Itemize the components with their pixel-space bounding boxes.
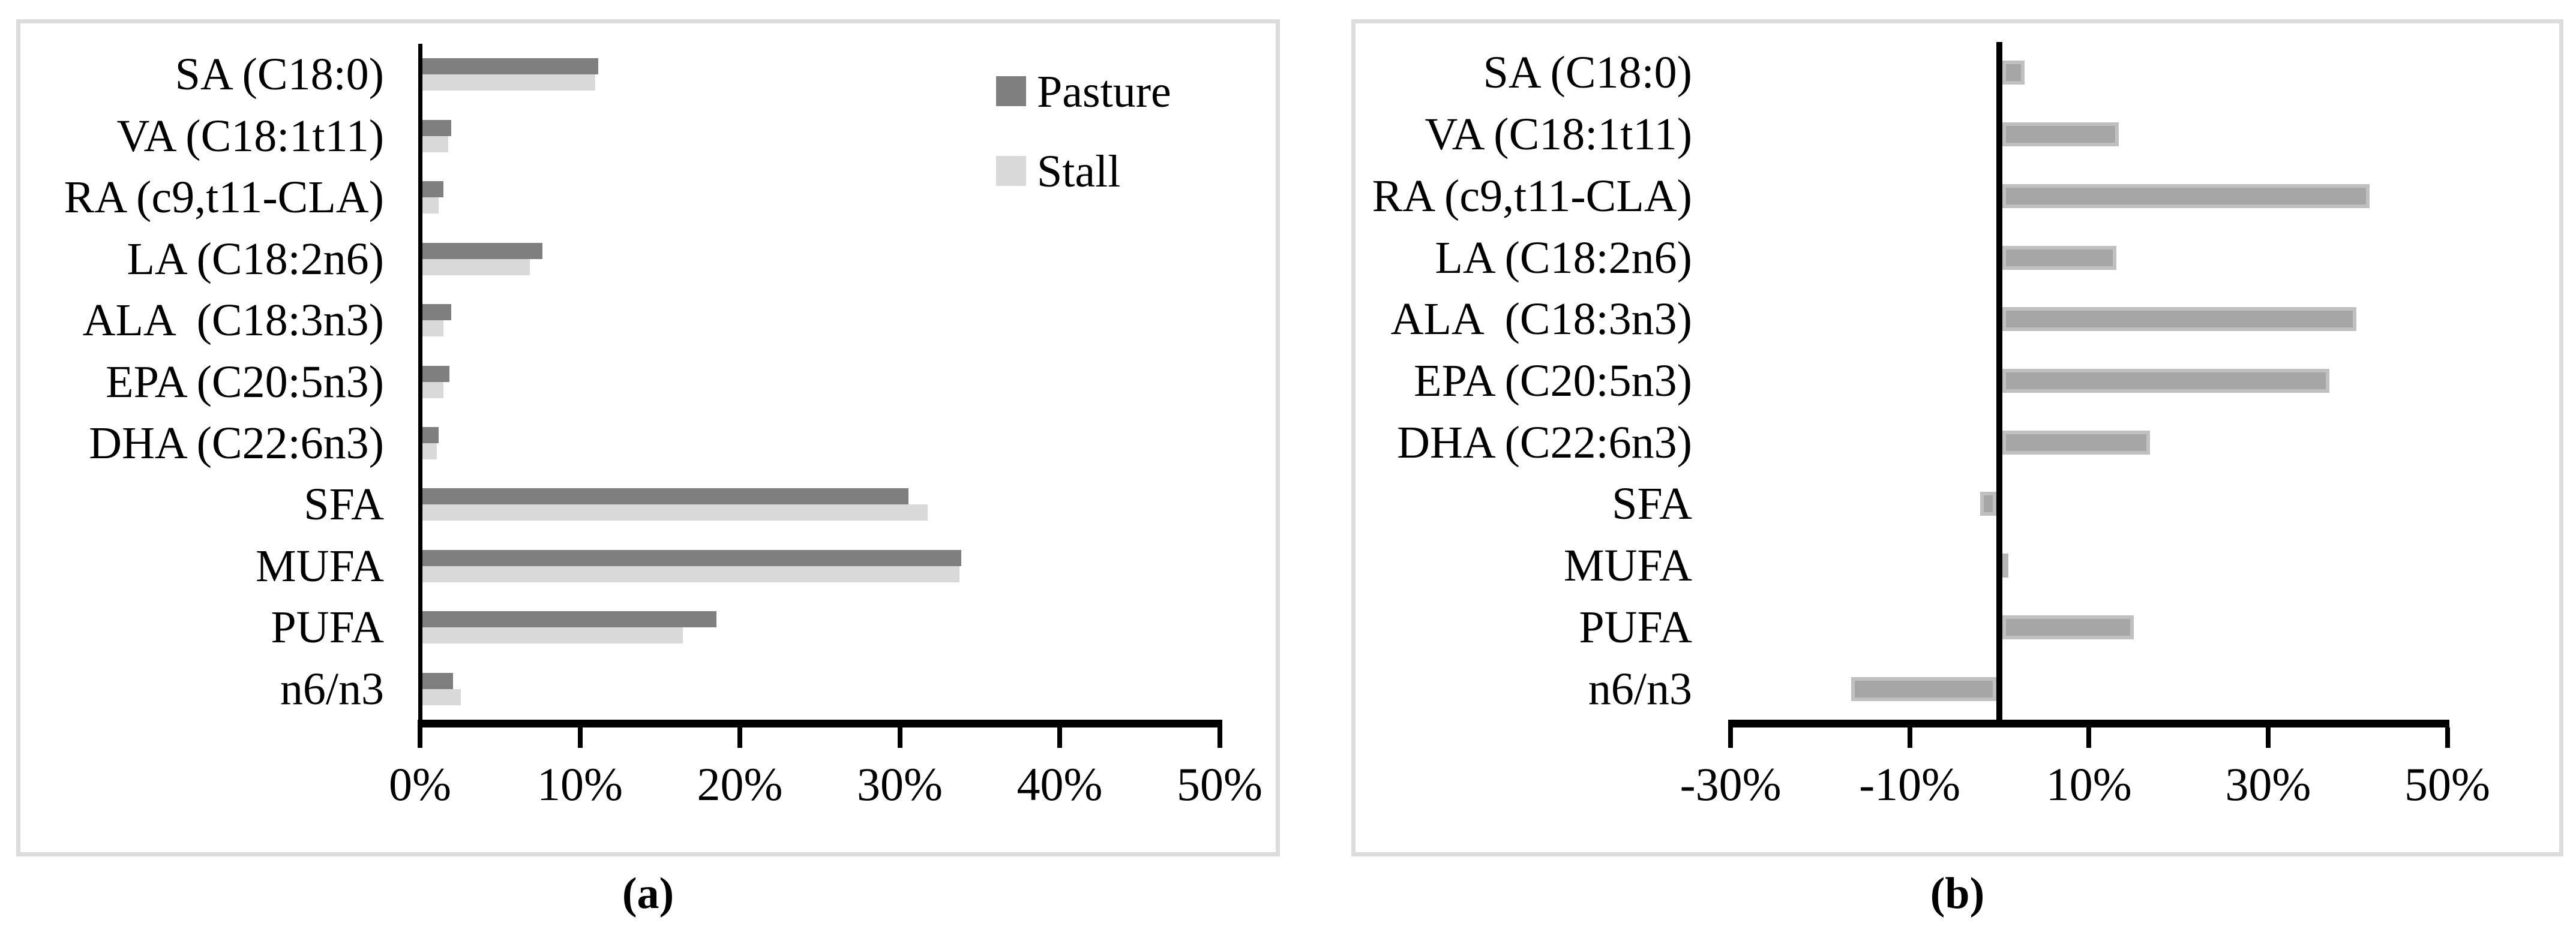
bar-difference (2002, 369, 2329, 393)
bar-stall (422, 566, 960, 582)
x-tick-label: 30% (2225, 758, 2311, 810)
bar-pasture (422, 119, 451, 136)
x-tick-mark (2265, 727, 2271, 748)
category-label: VA (C18:1t11) (116, 110, 385, 161)
bar-pasture (422, 672, 453, 689)
category-label: EPA (C20:5n3) (1414, 356, 1692, 406)
bar-pasture (422, 58, 599, 75)
bar-difference (2002, 430, 2151, 455)
category-label: n6/n3 (280, 663, 384, 714)
x-tick-label: 10% (537, 758, 623, 810)
x-tick-mark (737, 727, 742, 748)
category-label: SA (C18:0) (1483, 47, 1692, 98)
category-label: SA (C18:0) (175, 49, 384, 100)
panel-b (1351, 19, 2563, 856)
x-tick-label: 30% (857, 758, 943, 810)
x-tick-label: -30% (1680, 758, 1782, 810)
x-tick-label: 10% (2046, 758, 2132, 810)
bar-stall (422, 504, 928, 521)
legend-label-pasture: Pasture (1037, 67, 1171, 117)
legend-label-stall: Stall (1037, 146, 1121, 197)
bar-stall (422, 258, 530, 275)
bar-difference (2002, 245, 2116, 270)
bar-pasture (422, 426, 439, 443)
x-tick-mark (1728, 727, 1734, 748)
legend-swatch-pasture-icon (996, 76, 1026, 106)
category-label: ALA (C18:3n3) (82, 295, 384, 346)
bar-stall (422, 74, 595, 91)
caption-b: (b) (1930, 869, 1985, 918)
category-label: RA (c9,t11-CLA) (64, 172, 384, 223)
category-label: SFA (1612, 479, 1692, 530)
x-tick-mark (1217, 727, 1222, 748)
bar-pasture (422, 611, 717, 628)
caption-a: (a) (622, 869, 674, 918)
legend-swatch-stall-icon (996, 156, 1026, 186)
bar-stall (422, 136, 448, 152)
x-tick-mark (418, 727, 422, 748)
bar-pasture (422, 181, 443, 198)
bar-difference (2002, 554, 2009, 578)
bar-stall (422, 381, 443, 398)
bar-difference (2002, 184, 2370, 208)
panel-a (16, 19, 1280, 856)
bar-difference (2002, 122, 2119, 147)
x-tick-label: 0% (389, 758, 451, 810)
bar-difference (2002, 61, 2025, 85)
bar-difference (2002, 307, 2356, 332)
bar-stall (422, 627, 683, 644)
category-label: ALA (C18:3n3) (1390, 294, 1692, 345)
category-label: SFA (304, 479, 384, 530)
y-axis-line (1996, 42, 2002, 727)
category-label: VA (C18:1t11) (1425, 109, 1693, 160)
bar-stall (422, 197, 439, 214)
x-tick-mark (2086, 727, 2092, 748)
bar-difference (1980, 492, 1996, 516)
bar-stall (422, 689, 461, 705)
category-label: PUFA (271, 602, 384, 653)
x-tick-label: 40% (1016, 758, 1103, 810)
x-tick-mark (1057, 727, 1062, 748)
x-tick-mark (1907, 727, 1912, 748)
x-tick-label: 50% (1177, 758, 1262, 810)
x-tick-mark (897, 727, 902, 748)
bar-stall (422, 320, 443, 337)
category-label: MUFA (256, 540, 384, 591)
category-label: MUFA (1564, 540, 1692, 591)
x-axis-line (418, 720, 1222, 727)
category-label: EPA (C20:5n3) (106, 356, 384, 407)
category-label: n6/n3 (1588, 663, 1692, 714)
category-label: PUFA (1579, 602, 1692, 653)
category-label: DHA (C22:6n3) (1397, 417, 1692, 468)
category-label: RA (c9,t11-CLA) (1372, 170, 1692, 221)
bar-pasture (422, 549, 962, 566)
x-tick-label: 20% (697, 758, 783, 810)
y-axis-line (418, 44, 422, 727)
bar-pasture (422, 304, 451, 321)
x-tick-mark (2445, 727, 2450, 748)
bar-pasture (422, 365, 450, 382)
x-axis-line (1728, 720, 2450, 727)
bar-pasture (422, 488, 909, 505)
category-label: LA (C18:2n6) (127, 233, 384, 284)
bar-stall (422, 443, 437, 459)
x-tick-mark (577, 727, 583, 748)
category-label: DHA (C22:6n3) (89, 417, 384, 468)
bar-difference (1851, 677, 1996, 701)
x-tick-label: -10% (1859, 758, 1961, 810)
x-tick-label: 50% (2404, 758, 2490, 810)
bar-difference (2002, 615, 2134, 639)
bar-pasture (422, 242, 542, 259)
category-label: LA (C18:2n6) (1435, 232, 1692, 283)
